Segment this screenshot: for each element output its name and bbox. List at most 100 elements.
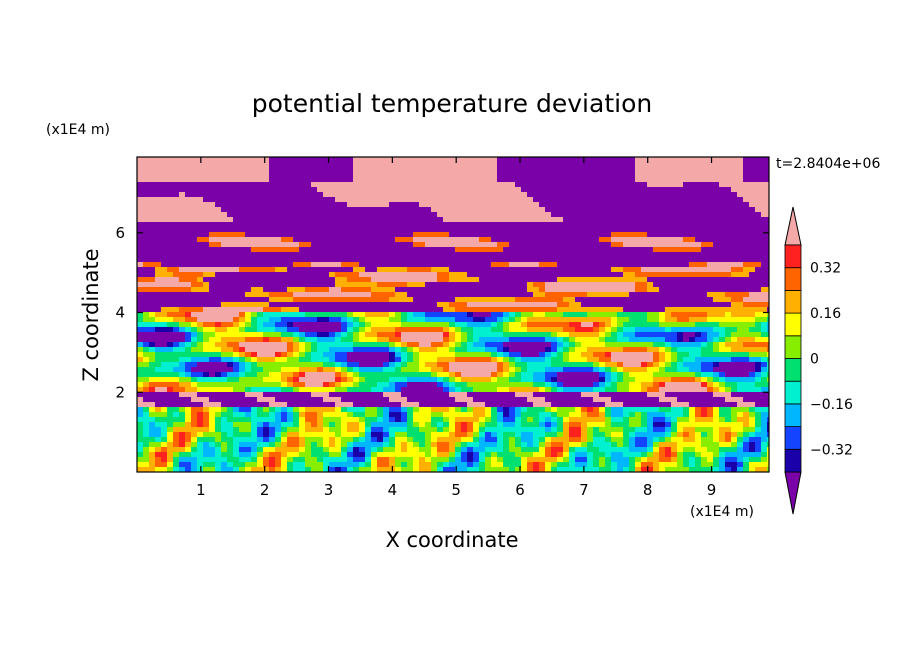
heatmap-cell [245, 352, 252, 358]
heatmap-cell [377, 462, 390, 468]
heatmap-cell [623, 417, 630, 423]
heatmap-cell [149, 377, 180, 383]
heatmap-cell [737, 412, 744, 418]
heatmap-cell [623, 427, 636, 433]
heatmap-cell [515, 407, 522, 413]
heatmap-cell [533, 282, 546, 288]
heatmap-cell [719, 457, 726, 463]
x-tick-label: 6 [515, 481, 525, 499]
heatmap-cell [365, 322, 372, 328]
heatmap-cell [449, 462, 468, 468]
heatmap-cell [347, 467, 354, 472]
heatmap-cell [251, 427, 258, 433]
heatmap-cell [665, 307, 768, 313]
heatmap-cell [341, 417, 360, 423]
heatmap-cell [239, 377, 264, 383]
heatmap-cell [287, 382, 294, 388]
heatmap-cell [203, 422, 210, 428]
heatmap-cell [755, 312, 768, 318]
heatmap-cell [149, 312, 156, 318]
heatmap-cell [659, 462, 678, 468]
heatmap-cell [545, 367, 564, 373]
heatmap-cell [533, 437, 540, 443]
heatmap-cell [521, 187, 732, 193]
heatmap-cell [305, 347, 312, 353]
heatmap-cell [599, 332, 606, 338]
heatmap-cell [599, 467, 612, 472]
heatmap-cell [683, 427, 696, 433]
heatmap-cell [143, 447, 150, 453]
heatmap-cell [665, 327, 672, 333]
heatmap-cell [545, 397, 594, 403]
heatmap-cell [185, 347, 192, 353]
heatmap-cell [719, 377, 726, 383]
heatmap-cell [269, 157, 354, 163]
heatmap-cell [395, 342, 402, 348]
heatmap-cell [557, 377, 600, 383]
heatmap-cell [677, 452, 684, 458]
heatmap-cell [137, 217, 234, 223]
heatmap-cell [611, 332, 618, 338]
heatmap-cell [377, 382, 390, 388]
heatmap-cell [449, 422, 456, 428]
heatmap-cell [545, 427, 552, 433]
heatmap-cell [359, 377, 366, 383]
heatmap-cell [233, 467, 240, 472]
heatmap-cell [731, 302, 744, 308]
heatmap-cell [713, 432, 720, 438]
heatmap-cell [245, 372, 258, 378]
heatmap-cell [299, 417, 306, 423]
heatmap-cell [629, 437, 636, 443]
heatmap-cell [299, 422, 306, 428]
heatmap-cell [461, 342, 468, 348]
heatmap-cell [389, 297, 414, 303]
heatmap-cell [395, 382, 408, 388]
heatmap-cell [725, 457, 738, 463]
heatmap-cell [143, 432, 150, 438]
heatmap-cell [257, 317, 270, 323]
heatmap-cell [149, 412, 168, 418]
heatmap-cell [443, 382, 450, 388]
heatmap-cell [299, 377, 336, 383]
heatmap-cell [635, 437, 648, 443]
heatmap-cell [299, 347, 306, 353]
heatmap-cell [689, 262, 708, 268]
heatmap-cell [557, 262, 690, 268]
heatmap-cell [605, 382, 612, 388]
heatmap-cell [605, 337, 618, 343]
heatmap-cell [497, 437, 504, 443]
heatmap-cell [737, 387, 762, 393]
heatmap-cell [209, 232, 246, 238]
x-tick-label: 7 [579, 481, 589, 499]
heatmap-cell [677, 332, 684, 338]
heatmap-cell [437, 277, 450, 283]
heatmap-cell [425, 452, 432, 458]
heatmap-cell [701, 452, 714, 458]
heatmap-cell [323, 447, 330, 453]
heatmap-cell [293, 297, 390, 303]
heatmap-cell [527, 282, 534, 288]
heatmap-cell [647, 447, 654, 453]
heatmap-cell [323, 467, 330, 472]
heatmap-cell [545, 432, 558, 438]
heatmap-cell [761, 327, 768, 333]
heatmap-cell [377, 337, 390, 343]
heatmap-cell [533, 392, 582, 398]
heatmap-cell [419, 457, 426, 463]
heatmap-cell [671, 422, 678, 428]
heatmap-cell [629, 447, 648, 453]
heatmap-cell [551, 452, 558, 458]
heatmap-cell [701, 242, 714, 248]
heatmap-cell [551, 422, 558, 428]
x-tick-label: 5 [451, 481, 461, 499]
heatmap-cell [317, 367, 324, 373]
heatmap-cell [473, 457, 480, 463]
heatmap-field [137, 157, 769, 472]
heatmap-cell [383, 432, 390, 438]
heatmap-cell [311, 422, 318, 428]
heatmap-cell [137, 282, 192, 288]
heatmap-cell [605, 362, 618, 368]
heatmap-cell [143, 317, 156, 323]
heatmap-cell [575, 327, 594, 333]
heatmap-cell [281, 432, 288, 438]
